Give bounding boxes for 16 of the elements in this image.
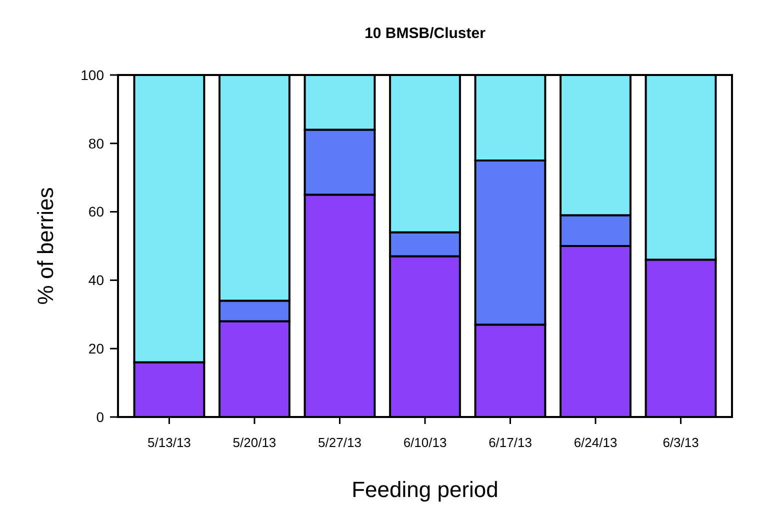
y-tick-label: 60 [88, 204, 104, 220]
x-tick-label: 6/17/13 [488, 435, 532, 450]
y-tick-label: 100 [80, 66, 104, 83]
y-tick-label: 40 [88, 272, 104, 288]
x-tick-label: 5/13/13 [148, 435, 191, 450]
y-tick-label: 20 [88, 340, 104, 356]
y-tick-label: 80 [88, 135, 104, 152]
x-tick-label: 5/27/13 [318, 435, 362, 450]
x-tick-label: 5/20/13 [232, 435, 276, 450]
y-axis-title: % of berries [33, 187, 58, 305]
chart-title: 10 BMSB/Cluster [364, 25, 486, 42]
x-tick-label: 6/3/13 [662, 435, 699, 450]
x-tick-label: 6/10/13 [403, 435, 447, 450]
y-tick-label: 0 [96, 408, 104, 425]
x-axis-title: Feeding period [352, 477, 498, 502]
x-tick-label: 6/24/13 [574, 435, 618, 450]
